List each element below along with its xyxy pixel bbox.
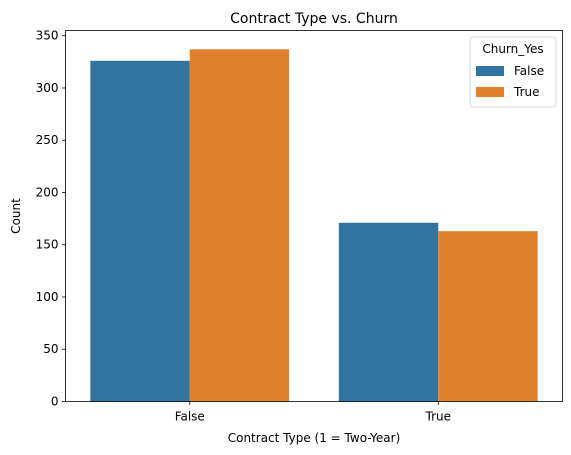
y-tick-label: 0 [51, 395, 59, 409]
legend: Churn_Yes False True [469, 36, 557, 108]
y-tick-label: 50 [43, 342, 58, 356]
bar-false-true [189, 49, 290, 402]
bar-true-false [338, 222, 439, 402]
legend-label-true: True [513, 85, 540, 99]
x-axis: False True [175, 401, 452, 424]
legend-swatch-true [476, 87, 504, 97]
bar-false-false [90, 60, 190, 402]
legend-title: Churn_Yes [482, 42, 543, 56]
plot-area: 0 50 100 150 200 250 300 350 False True [36, 29, 563, 424]
legend-entries: False True [476, 64, 544, 99]
chart-title: Contract Type vs. Churn [230, 11, 398, 27]
y-tick-label: 200 [36, 185, 59, 199]
y-tick-label: 300 [36, 81, 59, 95]
bar-true-true [438, 231, 538, 402]
y-tick-label: 350 [36, 29, 59, 43]
y-tick-label: 100 [36, 290, 59, 304]
y-axis-label: Count [9, 198, 23, 234]
x-tick-label: True [425, 410, 452, 424]
x-axis-label: Contract Type (1 = Two-Year) [228, 431, 401, 445]
y-tick-label: 150 [36, 238, 59, 252]
plot-frame [65, 30, 563, 402]
legend-label-false: False [514, 64, 544, 78]
y-tick-label: 250 [36, 133, 59, 147]
legend-swatch-false [476, 66, 504, 76]
bars [90, 49, 538, 402]
x-tick-label: False [175, 410, 205, 424]
y-axis: 0 50 100 150 200 250 300 350 [36, 29, 66, 409]
